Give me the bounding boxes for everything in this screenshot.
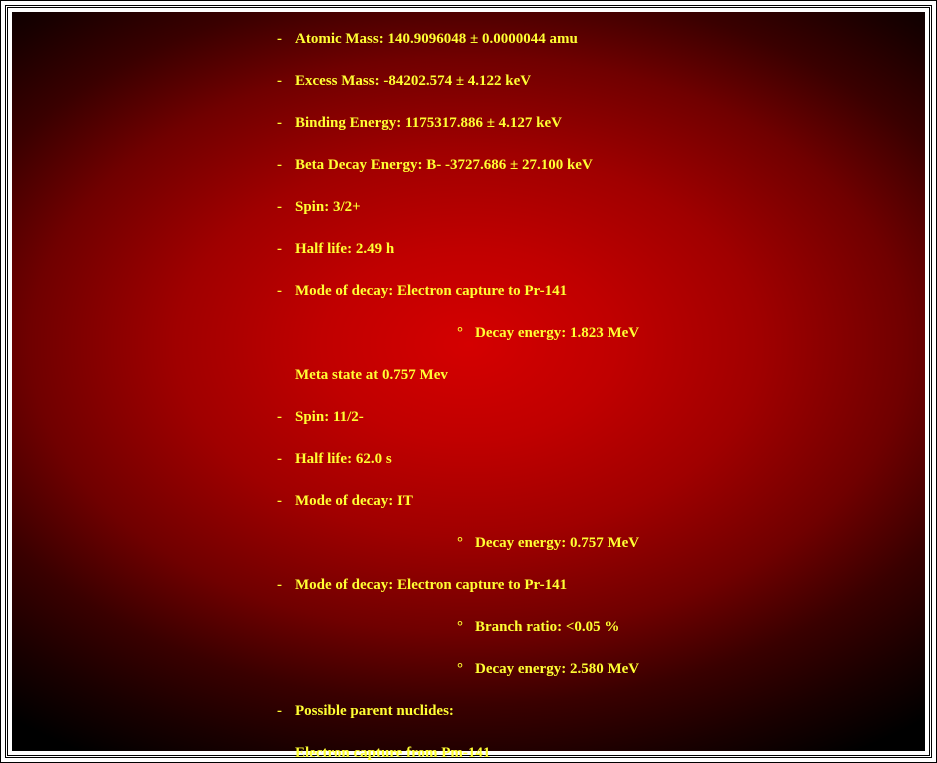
sub-item: ° Branch ratio: <0.05 % [277,618,925,636]
dash-bullet: - [277,72,295,90]
sub-item-text: Decay energy: 1.823 MeV [475,324,639,342]
double-border-frame: - Atomic Mass: 140.9096048 ± 0.0000044 a… [5,5,932,758]
dash-bullet: - [277,30,295,48]
dash-bullet: - [277,450,295,468]
dash-bullet: - [277,198,295,216]
dash-bullet: - [277,156,295,174]
item-text: Atomic Mass: 140.9096048 ± 0.0000044 amu [295,30,578,48]
item-text: Electron capture from Pm-141 [295,745,490,761]
sub-item-text: Decay energy: 0.757 MeV [475,534,639,552]
item-text: Mode of decay: IT [295,492,413,510]
sub-item-text: Decay energy: 2.580 MeV [475,660,639,678]
list-item: - Mode of decay: IT [277,492,925,510]
list-item: - Mode of decay: Electron capture to Pr-… [277,282,925,300]
dash-bullet: - [277,240,295,258]
sub-item: ° Decay energy: 1.823 MeV [277,324,925,342]
item-text: Binding Energy: 1175317.886 ± 4.127 keV [295,114,562,132]
dash-bullet: - [277,576,295,594]
list-item: - Excess Mass: -84202.574 ± 4.122 keV [277,72,925,90]
item-text: Mode of decay: Electron capture to Pr-14… [295,576,567,594]
item-text: Spin: 3/2+ [295,198,361,216]
item-text: Half life: 62.0 s [295,450,392,468]
outer-frame: - Atomic Mass: 140.9096048 ± 0.0000044 a… [0,0,937,763]
item-text: Spin: 11/2- [295,408,364,426]
degree-bullet: ° [457,324,475,342]
list-item: - Mode of decay: Electron capture to Pr-… [277,576,925,594]
sub-item: ° Decay energy: 2.580 MeV [277,660,925,678]
dash-bullet: - [277,702,295,720]
item-text: Beta Decay Energy: B- -3727.686 ± 27.100… [295,156,593,174]
dash-bullet: - [277,282,295,300]
dash-bullet: - [277,408,295,426]
sub-item-text: Branch ratio: <0.05 % [475,618,619,636]
dash-bullet: - [277,114,295,132]
list-item: - Spin: 11/2- [277,408,925,426]
list-item: - Atomic Mass: 140.9096048 ± 0.0000044 a… [277,30,925,48]
list-item: - Spin: 3/2+ [277,198,925,216]
list-item: - Half life: 2.49 h [277,240,925,258]
degree-bullet: ° [457,660,475,678]
list-item: - Beta Decay Energy: B- -3727.686 ± 27.1… [277,156,925,174]
item-text: Meta state at 0.757 Mev [295,367,448,383]
degree-bullet: ° [457,534,475,552]
plain-line: Electron capture from Pm-141 [277,744,925,762]
item-text: Excess Mass: -84202.574 ± 4.122 keV [295,72,531,90]
plain-line: Meta state at 0.757 Mev [277,366,925,384]
item-text: Mode of decay: Electron capture to Pr-14… [295,282,567,300]
item-text: Possible parent nuclides: [295,702,454,720]
list-item: - Half life: 62.0 s [277,450,925,468]
list-item: - Binding Energy: 1175317.886 ± 4.127 ke… [277,114,925,132]
degree-bullet: ° [457,618,475,636]
dash-bullet: - [277,492,295,510]
list-item: - Possible parent nuclides: [277,702,925,720]
item-text: Half life: 2.49 h [295,240,394,258]
sub-item: ° Decay energy: 0.757 MeV [277,534,925,552]
content-panel: - Atomic Mass: 140.9096048 ± 0.0000044 a… [12,12,925,751]
